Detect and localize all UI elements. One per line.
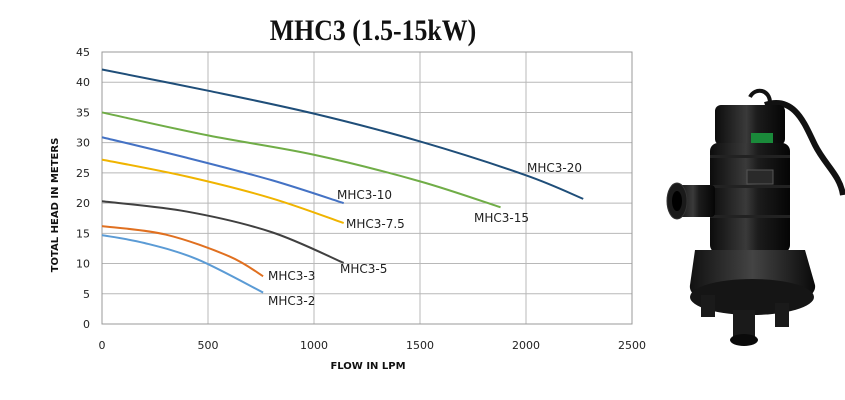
- series-lines: [101, 68, 584, 294]
- submersible-pump-icon: [666, 88, 845, 346]
- series-label-mhc3-15: MHC3-15: [474, 211, 529, 225]
- y-tick-label: 40: [76, 76, 90, 89]
- series-label-mhc3-5: MHC3-5: [340, 262, 387, 276]
- series-label-mhc3-3: MHC3-3: [268, 269, 315, 283]
- x-axis-label: FLOW IN LPM: [330, 361, 405, 372]
- series-label-mhc3-2: MHC3-2: [268, 294, 315, 308]
- series-labels: MHC3-20 MHC3-15 MHC3-10 MHC3-7.5 MHC3-5 MHC3-…: [268, 161, 582, 308]
- series-label-mhc3-20: MHC3-20: [527, 161, 582, 175]
- series-line-mhc3-3: [101, 225, 264, 278]
- series-line-mhc3-15: [101, 111, 501, 209]
- series-line-mhc3-10: [101, 136, 344, 205]
- y-tick-label: 25: [76, 167, 90, 180]
- x-tick-label: 1500: [406, 339, 434, 352]
- y-tick-label: 15: [76, 227, 90, 240]
- y-tick-label: 0: [83, 318, 90, 331]
- y-tick-label: 45: [76, 46, 90, 59]
- x-axis-ticks: 0 500 1000 1500 2000 2500: [99, 339, 647, 352]
- y-axis-label: TOTAL HEAD IN METERS: [50, 138, 61, 273]
- series-line-mhc3-7-5: [101, 158, 345, 225]
- chart-title: MHC3 (1.5-15kW): [269, 14, 477, 47]
- plot-frame: [101, 51, 633, 325]
- y-tick-label: 5: [83, 288, 90, 301]
- series-line-mhc3-2: [101, 234, 264, 294]
- y-tick-label: 20: [76, 197, 90, 210]
- x-tick-label: 1000: [300, 339, 328, 352]
- x-tick-label: 500: [198, 339, 219, 352]
- y-tick-label: 30: [76, 137, 90, 150]
- y-tick-label: 10: [76, 258, 90, 271]
- series-label-mhc3-7-5: MHC3-7.5: [346, 217, 405, 231]
- y-axis-ticks: 0 5 10 15 20 25 30 35 40 45: [76, 46, 90, 331]
- y-tick-label: 35: [76, 106, 90, 119]
- x-tick-label: 2000: [512, 339, 540, 352]
- x-tick-label: 2500: [618, 339, 646, 352]
- series-label-mhc3-10: MHC3-10: [337, 188, 392, 202]
- series-line-mhc3-20: [101, 68, 584, 200]
- x-tick-label: 0: [99, 339, 106, 352]
- series-line-mhc3-5: [101, 200, 345, 264]
